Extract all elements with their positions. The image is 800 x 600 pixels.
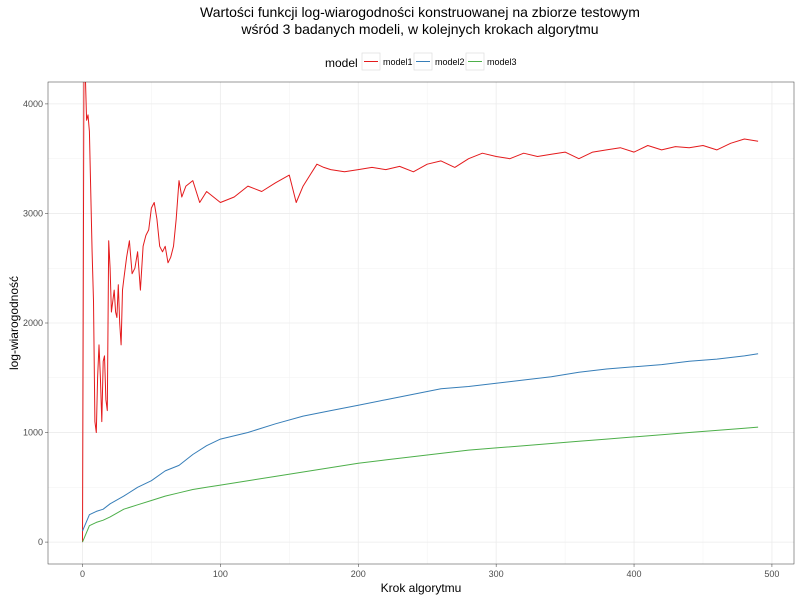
y-axis-title: log-wiarogodność <box>7 276 21 370</box>
series-line-model3 <box>82 426 759 543</box>
y-axis: 0 1000 2000 3000 4000 <box>23 99 48 547</box>
x-tick-label: 500 <box>764 569 779 579</box>
y-tick-label: 1000 <box>23 428 43 438</box>
legend-label-model2: model2 <box>435 57 465 67</box>
y-tick-label: 3000 <box>23 208 43 218</box>
y-tick-label: 4000 <box>23 99 43 109</box>
x-tick-label: 100 <box>213 569 228 579</box>
legend-title: model <box>325 56 358 70</box>
legend: model model1 model2 model3 <box>325 52 517 71</box>
series-line-model1 <box>82 82 759 543</box>
chart-title-line1: Wartości funkcji log-wiarogodności konst… <box>200 4 640 20</box>
x-tick-label: 200 <box>351 569 366 579</box>
x-axis: 0 100 200 300 400 500 <box>80 564 779 579</box>
legend-item-model1: model1 <box>361 52 413 71</box>
grid-major <box>48 82 794 564</box>
series-line-model2 <box>82 353 759 532</box>
legend-item-model2: model2 <box>413 52 465 71</box>
x-tick-label: 0 <box>80 569 85 579</box>
x-axis-title: Krok algorytmu <box>381 581 462 595</box>
legend-item-model3: model3 <box>465 52 517 71</box>
y-tick-label: 2000 <box>23 318 43 328</box>
x-tick-label: 400 <box>627 569 642 579</box>
legend-label-model1: model1 <box>383 57 413 67</box>
y-tick-label: 0 <box>38 537 43 547</box>
x-tick-label: 300 <box>489 569 504 579</box>
series-layer <box>82 82 759 543</box>
chart-title-line2: wśród 3 badanych modeli, w kolejnych kro… <box>240 21 598 37</box>
legend-label-model3: model3 <box>487 57 517 67</box>
